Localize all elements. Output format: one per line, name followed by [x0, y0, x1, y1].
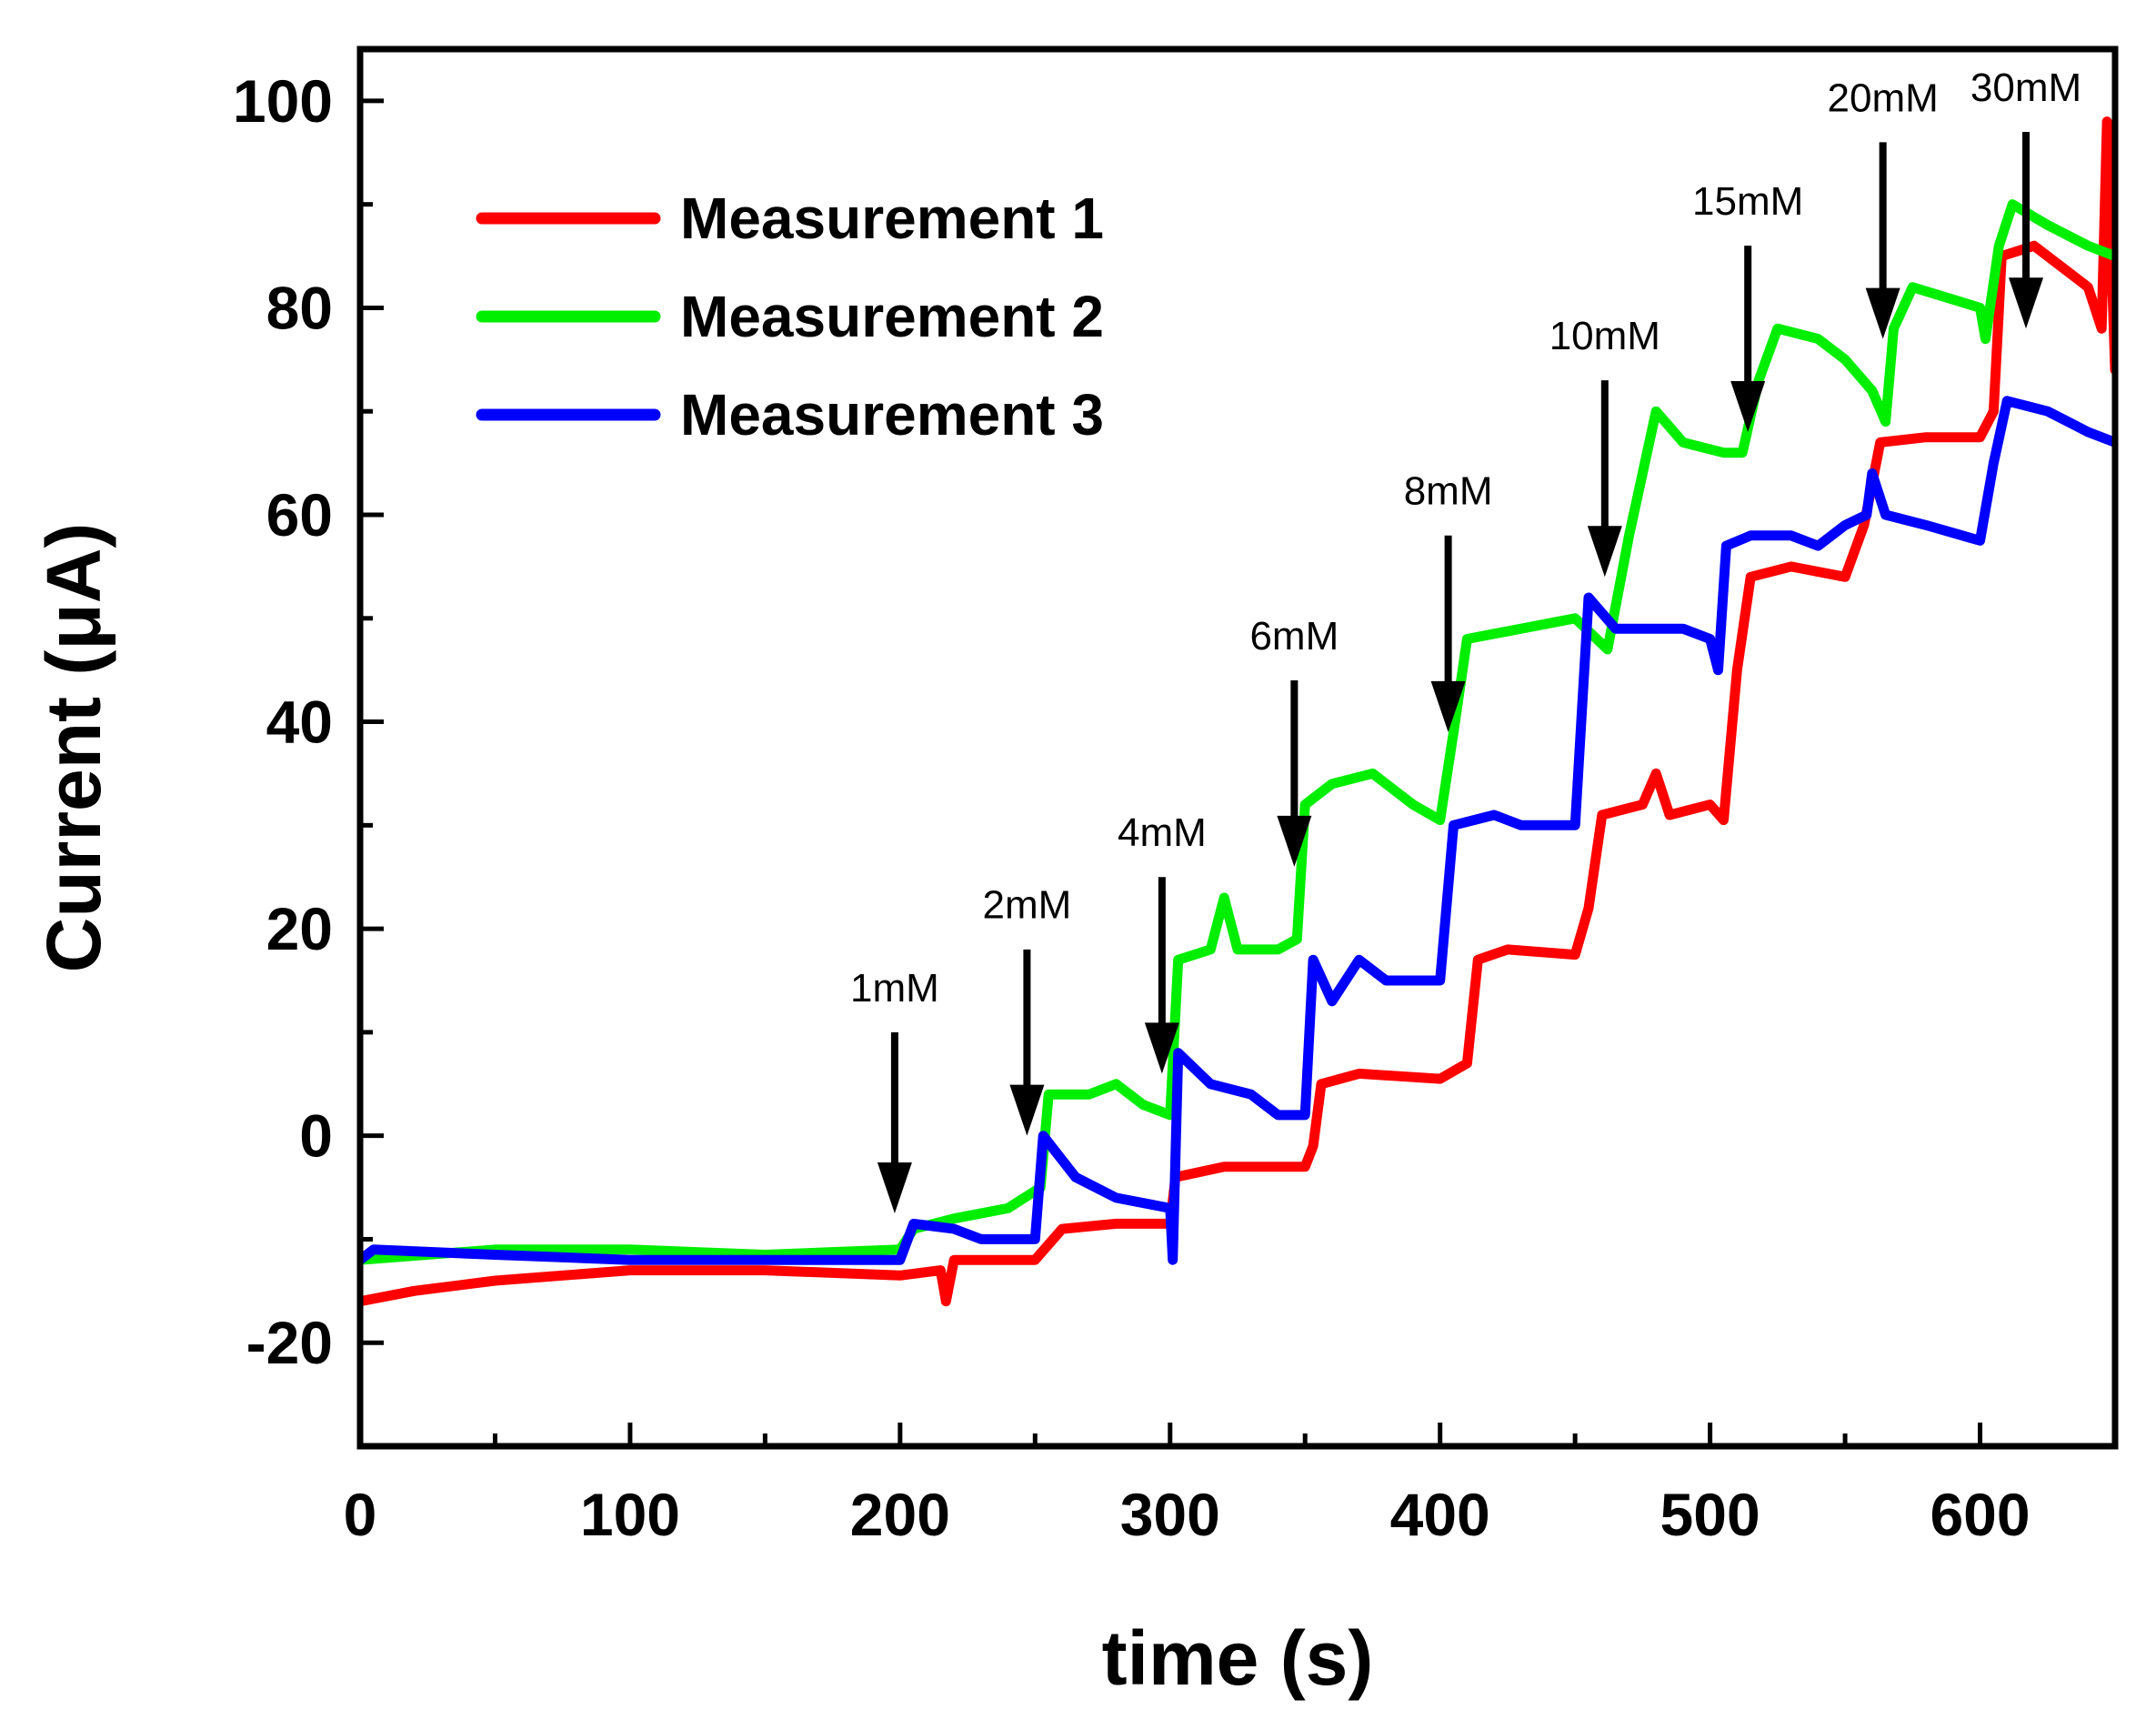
series-line-2: [360, 199, 2115, 1265]
x-tick-label: 100: [580, 1481, 680, 1548]
x-tick-label: 500: [1660, 1481, 1760, 1548]
y-tick-label: 80: [266, 274, 333, 341]
y-tick-label: -20: [246, 1309, 333, 1376]
annotation-label: 20mM: [1828, 75, 1939, 120]
annotation-label: 6mM: [1249, 614, 1339, 659]
y-axis-title: Current (μA): [31, 523, 116, 973]
x-tick-label: 400: [1390, 1481, 1490, 1548]
annotation-arrow-head: [1730, 380, 1766, 432]
annotation-label: 1mM: [850, 966, 939, 1011]
annotation-arrow-head: [2009, 277, 2044, 329]
x-tick-label: 300: [1120, 1481, 1220, 1548]
ticks-layer: 0 100 200 300 400 500 600 -20 0 20 40 60 80 100: [233, 67, 2031, 1548]
annotation-label: 2mM: [983, 883, 1072, 928]
annotation-arrow-head: [1009, 1084, 1045, 1136]
y-tick-label: 40: [266, 689, 333, 756]
legend: Measurement 1 Measurement 2 Measurement 3: [476, 186, 1104, 448]
series-line-1: [360, 116, 2115, 1307]
x-axis-title: time (s): [1102, 1615, 1374, 1701]
series-line-3: [360, 396, 2115, 1265]
x-tick-label: 600: [1930, 1481, 2030, 1548]
y-tick-label: 60: [266, 481, 333, 548]
x-tick-label: 200: [850, 1481, 950, 1548]
annotation-layer: 1mM 2mM 4mM 6mM 8mM 10mM 15mM 20mM 30mM: [850, 65, 2081, 1213]
y-tick-label: 20: [266, 895, 333, 962]
annotation-arrow-head: [877, 1162, 912, 1213]
annotation-arrow-head: [1430, 680, 1466, 732]
x-tick-label: 0: [344, 1481, 377, 1548]
legend-label-3: Measurement 3: [680, 382, 1104, 448]
annotation-arrow-head: [1587, 526, 1622, 578]
plot-frame: [356, 45, 2119, 1450]
annotation-label: 4mM: [1118, 810, 1207, 855]
annotation-label: 30mM: [1970, 65, 2081, 110]
legend-label-1: Measurement 1: [680, 186, 1104, 251]
annotation-label: 10mM: [1549, 314, 1660, 358]
annotation-label: 8mM: [1404, 469, 1493, 514]
annotation-arrow-head: [1144, 1022, 1179, 1074]
annotation-label: 15mM: [1692, 179, 1803, 224]
y-tick-label: 100: [233, 67, 333, 135]
annotation-arrow-head: [1865, 287, 1900, 339]
annotation-arrow-head: [1277, 815, 1312, 867]
y-tick-label: 0: [299, 1102, 333, 1170]
legend-label-2: Measurement 2: [680, 284, 1104, 349]
series-layer: [360, 116, 2115, 1307]
